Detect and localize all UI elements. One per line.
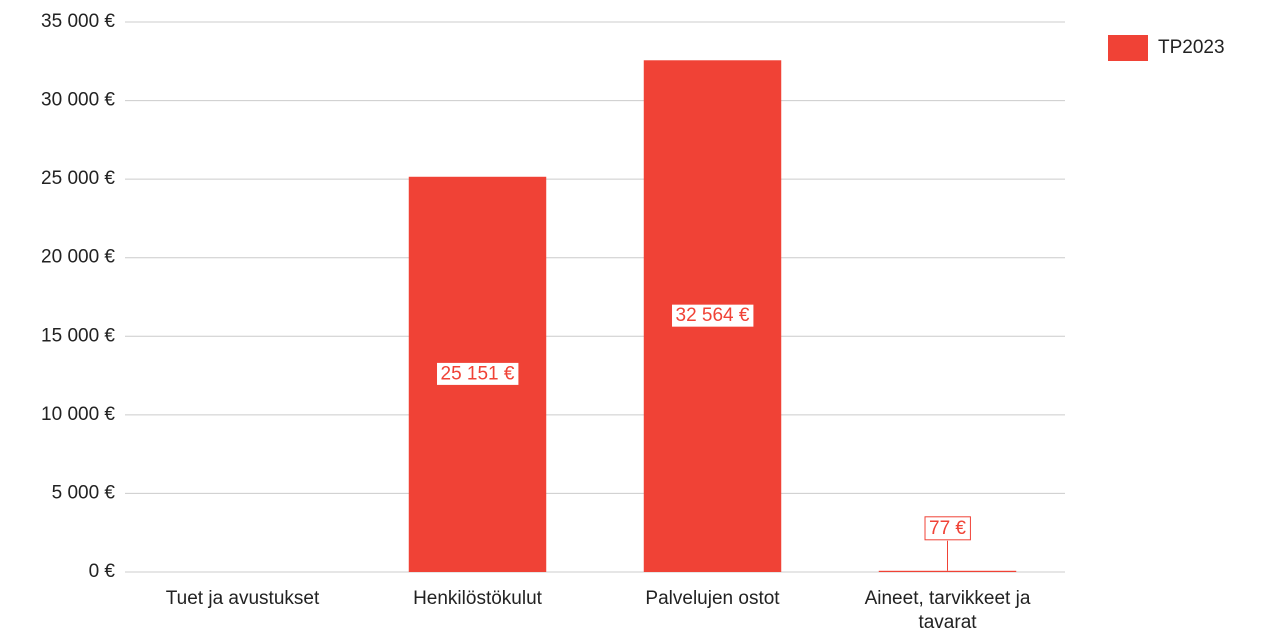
data-label-box [671, 303, 755, 328]
x-tick-label: Aineet, tarvikkeet ja tavarat [864, 588, 1031, 633]
data-label-box [436, 361, 520, 386]
data-label: 32 564 € [676, 305, 750, 326]
x-tick-label: Palvelujen ostot [645, 588, 780, 609]
x-tick-label: Henkilöstökulut [413, 588, 542, 609]
y-tick-label: 5 000 € [52, 482, 116, 503]
legend-label: TP2023 [1158, 37, 1225, 58]
y-tick-label: 35 000 € [41, 11, 115, 32]
y-tick-label: 30 000 € [41, 90, 115, 111]
data-label-box [924, 516, 971, 541]
y-tick-label: 15 000 € [41, 325, 115, 346]
y-tick-label: 20 000 € [41, 247, 115, 268]
y-tick-label: 10 000 € [41, 404, 115, 425]
legend-swatch [1108, 35, 1148, 61]
bar [878, 570, 1017, 572]
y-tick-label: 0 € [89, 561, 116, 582]
data-label: 77 € [929, 518, 966, 539]
y-tick-label: 25 000 € [41, 168, 115, 189]
x-tick-label: Tuet ja avustukset [165, 588, 320, 609]
data-label: 25 151 € [441, 363, 515, 384]
